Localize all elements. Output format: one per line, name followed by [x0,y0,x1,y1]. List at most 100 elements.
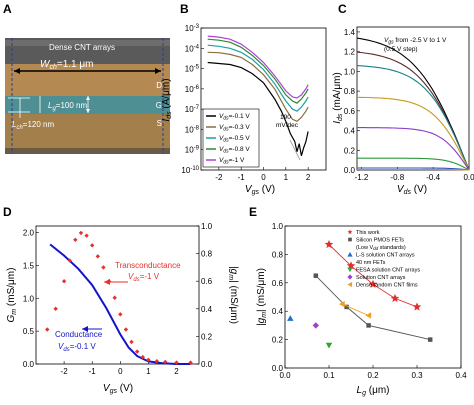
panel-e-legend-label: This work [356,230,380,236]
slope-value: 190 [280,114,291,121]
source-label: S [157,119,162,128]
panel-e-legend-marker [347,267,353,273]
conductance-arrowhead [82,326,88,332]
panel-b-series-line [207,35,309,99]
panel-letter-d: D [3,205,12,219]
panel-d-xlabel: Vgs (V) [103,383,133,395]
panel-e-legend-marker [347,251,353,257]
panel-e-xtick-label: 0.0 [279,371,291,380]
panel-b-legend-label: Vds=-0.1 V [219,113,250,122]
transconductance-point [163,359,168,365]
transconductance-point [129,339,134,345]
panel-e-xtick-labels: 0.0 0.1 0.2 0.3 0.4 [279,371,467,380]
panel-c-ytick-label: 0.2 [344,146,356,155]
panel-e-point [313,273,319,278]
panel-b-series-line [207,44,309,112]
panel-e-point [412,302,422,311]
panel-c-ytick-label: 1.2 [344,48,356,57]
panel-e-legend-label: L-S solution CNT arrays [356,253,415,259]
panel-e-legend-label: Solution CNT arrays [356,275,406,281]
panel-e-legend-marker [347,274,353,280]
transconductance-point [90,243,95,248]
transconductance-point [78,230,84,236]
panel-e-ytick-labels: 0.0 0.2 0.4 0.6 0.8 1.0 [272,222,284,373]
panel-e-ytick-label: 0.6 [272,279,284,288]
panel-c-ytick-label: 1.0 [344,67,356,76]
panel-e-point [324,240,334,249]
transconductance-point [112,295,117,300]
panel-d-left-ytick-label: 0.0 [23,360,35,369]
panel-c-xtick-labels: -1.2 -0.8 -0.4 0.0 [355,173,474,182]
panel-e-legend-label: FESA solution CNT arrays [356,268,420,274]
panel-c-ytick-label: 1.4 [344,28,356,37]
panel-c-ytick-label: 0.0 [344,166,356,175]
panel-e-ytick-label: 0.4 [272,307,284,316]
panel-b-xtick-label: -2 [215,173,223,182]
panel-b-legend-label: Vds=-0.5 V [219,135,250,144]
panel-c-xtick-label: -1.2 [355,173,369,182]
panel-d-right-ytick-labels: 0.0 0.2 0.4 0.6 0.8 1.0 [201,222,213,369]
panel-d-right-ytick-label: 0.8 [201,250,213,259]
panel-b-ytick-label: 10-10 [181,166,199,175]
panel-e-xtick-label: 0.3 [411,371,423,380]
panel-c-xtick-label: -0.4 [426,173,440,182]
panel-c-ytick-label: 0.6 [344,107,356,116]
panel-e-point [287,315,294,321]
transconductance-point [84,233,89,238]
transconductance-point [45,327,50,332]
panel-b-series-line [207,38,309,104]
panel-b-ytick-label: 10-8 [185,125,200,134]
panel-c-ytick-labels: 0.0 0.2 0.4 0.6 0.8 1.0 1.2 1.4 [344,28,356,175]
transconductance-point [154,359,160,364]
panel-d-left-ytick-label: 2.0 [23,229,35,238]
transconductance-point [53,306,58,311]
panel-e-point [346,261,356,270]
panel-c-xlabel: Vds (V) [397,184,427,196]
panel-d-left-ytick-label: 0.5 [23,327,35,336]
panel-d-xtick-label: 2 [174,367,179,376]
drain-region [5,64,170,96]
panel-e-point [344,304,349,310]
panel-e-point [325,342,333,349]
panel-c-xtick-label: -0.8 [390,173,404,182]
panel-e-series-line [315,275,431,341]
panel-e-legend-label: 40 nm FETs [356,260,386,266]
panel-b-xtick-labels: -2 -1 0 1 2 [215,173,311,182]
slope-unit: mV/dec [276,122,299,129]
panel-e-legend-label: Silicon PMOS FETs [356,238,404,244]
wch-label: Wch=1.1 μm [40,59,93,71]
panel-e-point [365,312,372,319]
panel-letter-c: C [338,2,347,16]
transconductance-point [188,360,193,365]
panel-e-legend-marker [348,237,352,242]
subthreshold-slope-line [289,139,301,161]
panel-e-point [390,293,400,303]
panel-c-series-line [357,157,470,171]
panel-letter-e: E [249,205,257,219]
panel-b-ytick-labels: 10-10 10-9 10-8 10-7 10-6 10-5 10-4 10-3 [181,24,199,175]
transconductance-point [146,357,151,363]
panel-e-legend-label: (Low Vdd standards) [356,245,406,251]
transconductance-point [101,265,106,270]
panel-letter-a: A [3,2,12,16]
panel-c-ytick-label: 0.8 [344,87,356,96]
lg-arrowhead-top [86,96,90,100]
panel-e-series [287,240,433,349]
transconductance-point [73,237,78,242]
panel-c-ylabel: Ids (mA/μm) [332,72,344,124]
gate-region [5,96,170,114]
panel-letter-b: B [180,2,189,16]
panel-e-xtick-label: 0.1 [323,371,335,380]
panel-c-series-line [357,168,470,171]
transconductance-point [134,349,140,354]
panel-c-series [356,37,470,171]
panel-b-ytick-label: 10-5 [185,65,200,74]
panel-b-xtick-label: 1 [284,173,289,182]
panel-c-xtick-label: 0.0 [463,173,474,182]
panel-d-right-ytick-label: 0.6 [201,277,213,286]
panel-b-xtick-label: 0 [261,173,266,182]
panel-d-xtick-label: 0 [118,367,123,376]
panel-b-legend-items: Vds=-0.1 V Vds=-0.3 V Vds=-0.5 V Vds=-0.8 V… [206,113,250,166]
panel-b-series-line [207,51,309,123]
